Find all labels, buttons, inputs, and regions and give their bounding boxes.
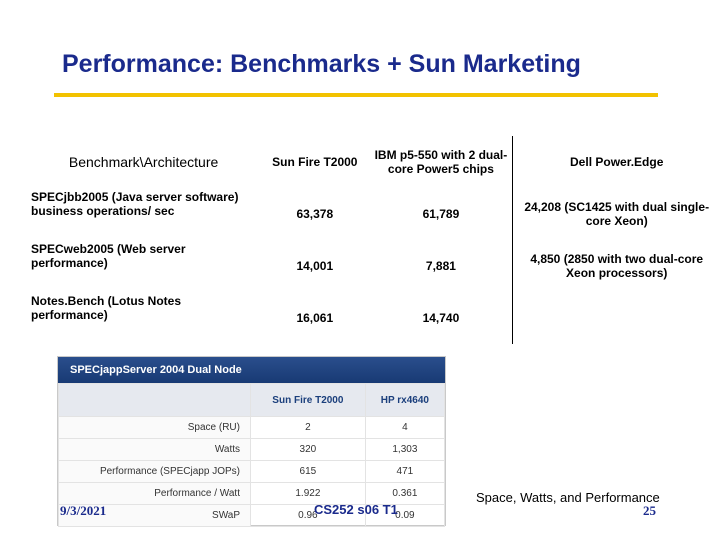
table-row: SPECweb2005 (Web server performance) 14,… xyxy=(27,240,720,292)
cell-value: 320 xyxy=(250,438,366,461)
title-underline xyxy=(54,93,658,97)
cell-value: 14,740 xyxy=(422,311,460,325)
row-label: Performance / Watt xyxy=(58,482,251,505)
header-ibm: IBM p5-550 with 2 dual-core Power5 chips xyxy=(374,148,508,176)
row-label: SWaP xyxy=(58,504,251,527)
cell-value: 7,881 xyxy=(425,259,456,273)
cell-value: 14,001 xyxy=(296,259,334,273)
benchmark-table: Benchmark\Architecture Sun Fire T2000 IB… xyxy=(27,136,720,344)
cell-value: 0.09 xyxy=(364,504,446,527)
screenshot-caption: Space, Watts, and Performance xyxy=(476,490,660,505)
table-row: Watts 320 1,303 xyxy=(58,438,446,461)
row-label: Space (RU) xyxy=(58,416,251,439)
row-label: Notes.Bench (Lotus Notes performance) xyxy=(31,294,182,322)
cell-value: 24,208 (SC1425 with dual single-core Xeo… xyxy=(512,188,720,240)
footer-date: 9/3/2021 xyxy=(60,503,107,518)
table-header-row: Benchmark\Architecture Sun Fire T2000 IB… xyxy=(27,136,720,188)
table-row: Space (RU) 2 4 xyxy=(58,416,446,439)
header-dell: Dell Power.Edge xyxy=(512,136,720,188)
cell-value: 615 xyxy=(250,460,366,483)
header-sun-fire: Sun Fire T2000 xyxy=(272,155,358,169)
header-benchmark-architecture: Benchmark\Architecture xyxy=(68,154,219,170)
cell-value: 61,789 xyxy=(422,207,460,221)
row-label: Performance (SPECjapp JOPs) xyxy=(58,460,251,483)
cell-value: 63,378 xyxy=(296,207,334,221)
specjapp-col-sunfire: Sun Fire T2000 xyxy=(250,383,366,417)
row-label: SPECjbb2005 (Java server software) busin… xyxy=(31,190,239,218)
cell-value xyxy=(512,292,720,344)
cell-value: 2 xyxy=(250,416,366,439)
cell-value: 471 xyxy=(364,460,446,483)
slide-title: Performance: Benchmarks + Sun Marketing xyxy=(62,50,581,78)
specjapp-header-blank xyxy=(58,383,251,417)
table-row: Notes.Bench (Lotus Notes performance) 16… xyxy=(27,292,720,344)
row-label: SPECweb2005 (Web server performance) xyxy=(31,242,186,270)
table-row: Performance (SPECjapp JOPs) 615 471 xyxy=(58,460,446,483)
specjapp-header-row: Sun Fire T2000 HP rx4640 xyxy=(58,383,446,417)
cell-value: 1,303 xyxy=(364,438,446,461)
screenshot-title: SPECjappServer 2004 Dual Node xyxy=(58,357,445,383)
footer-course: CS252 s06 T1 xyxy=(314,502,398,517)
specjapp-col-hp: HP rx4640 xyxy=(364,383,446,417)
table-row: SWaP 0.96 0.09 xyxy=(58,504,446,527)
page-number: 25 xyxy=(643,503,656,518)
cell-value: 4,850 (2850 with two dual-core Xeon proc… xyxy=(512,240,720,292)
cell-value: 16,061 xyxy=(296,311,334,325)
row-label: Watts xyxy=(58,438,251,461)
table-row: SPECjbb2005 (Java server software) busin… xyxy=(27,188,720,240)
specjapp-table: Sun Fire T2000 HP rx4640 Space (RU) 2 4 … xyxy=(58,383,446,527)
cell-value: 4 xyxy=(364,416,446,439)
specjapp-screenshot: SPECjappServer 2004 Dual Node Sun Fire T… xyxy=(57,356,446,527)
